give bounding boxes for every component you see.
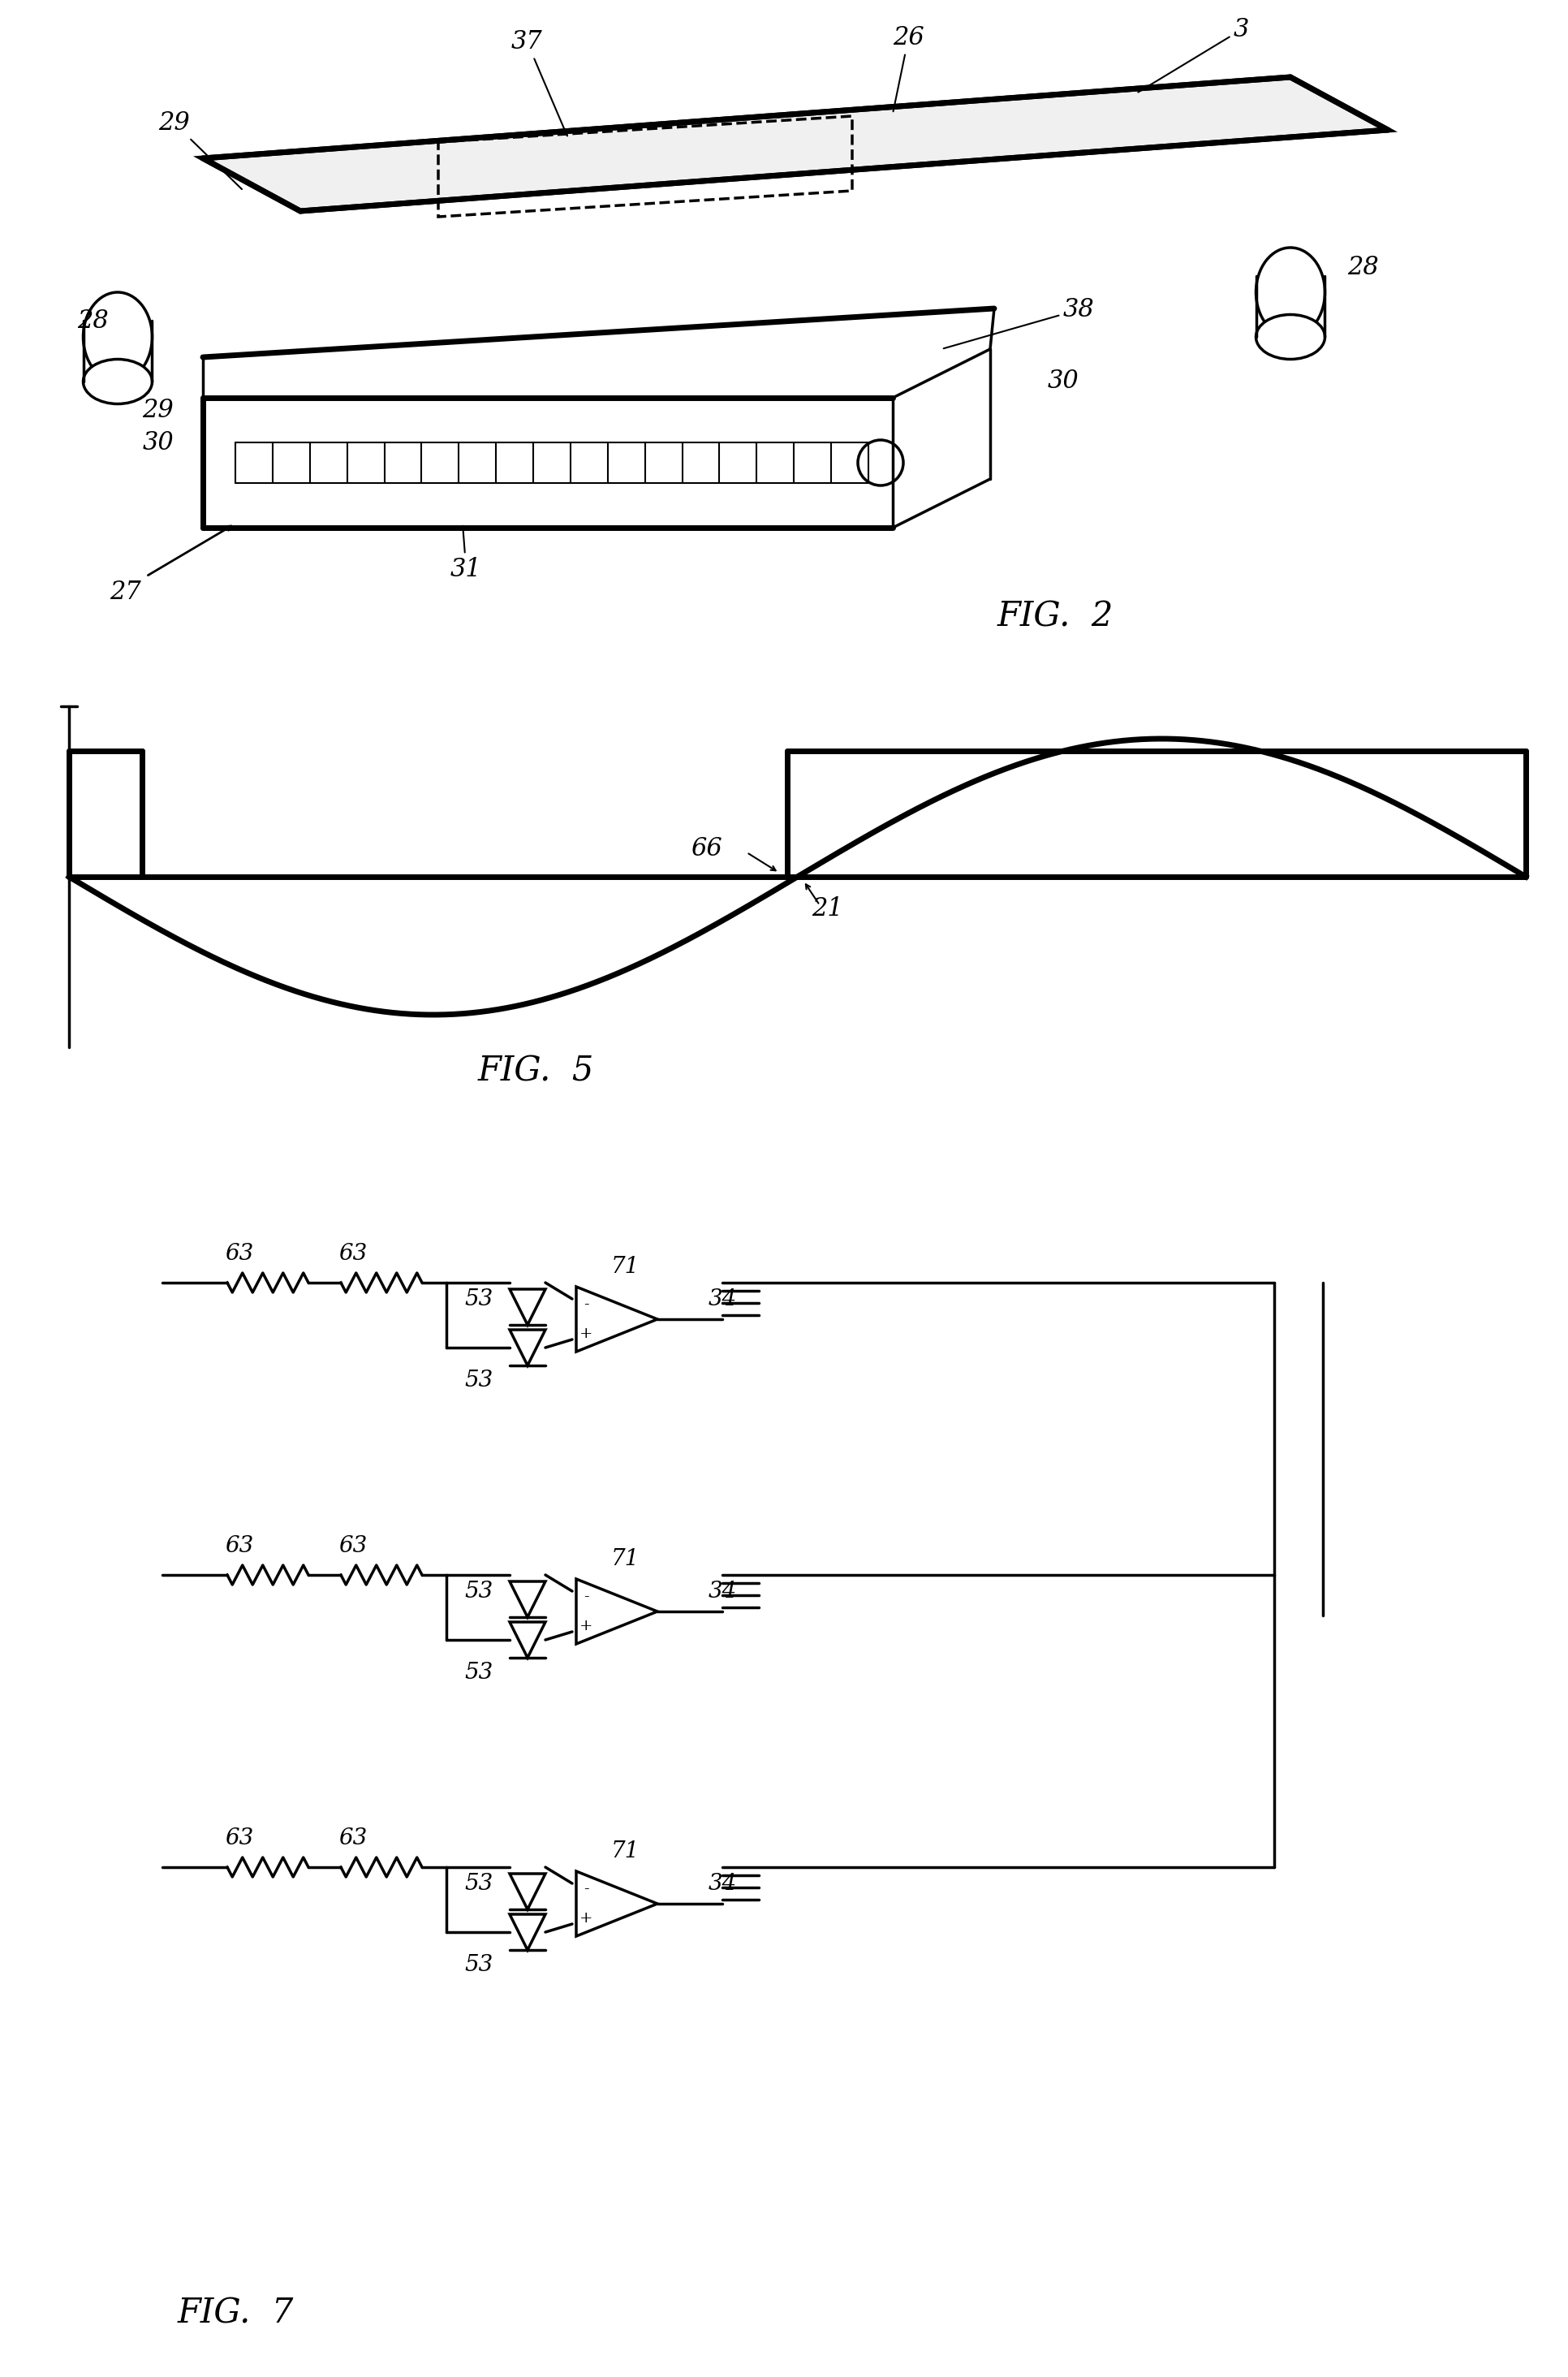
Text: 63: 63 — [224, 1536, 254, 1557]
Text: 38: 38 — [942, 297, 1094, 349]
Text: FIG.  5: FIG. 5 — [477, 1055, 594, 1089]
Text: 63: 63 — [339, 1828, 367, 1849]
Text: 29: 29 — [143, 397, 174, 423]
Ellipse shape — [1256, 314, 1325, 359]
Text: +: + — [579, 1326, 593, 1341]
Text: FIG.  7: FIG. 7 — [177, 2296, 293, 2332]
Text: -: - — [583, 1590, 588, 1604]
Text: 63: 63 — [224, 1828, 254, 1849]
Text: 31: 31 — [450, 525, 481, 582]
Text: -: - — [583, 1298, 588, 1312]
Text: 21: 21 — [812, 896, 844, 922]
Text: 28: 28 — [1347, 254, 1378, 280]
Text: 63: 63 — [339, 1536, 367, 1557]
Text: 53: 53 — [464, 1288, 492, 1310]
Text: 53: 53 — [464, 1954, 492, 1975]
Text: 53: 53 — [464, 1369, 492, 1391]
Text: 34: 34 — [707, 1288, 737, 1310]
Text: 30: 30 — [1047, 368, 1079, 395]
Text: +: + — [579, 1619, 593, 1633]
Polygon shape — [202, 76, 1388, 212]
Text: FIG.  2: FIG. 2 — [996, 599, 1113, 635]
Text: 63: 63 — [224, 1243, 254, 1265]
Text: 53: 53 — [464, 1662, 492, 1683]
Text: 66: 66 — [690, 837, 721, 860]
Text: 71: 71 — [610, 1255, 638, 1276]
Ellipse shape — [1256, 247, 1325, 338]
Text: 28: 28 — [77, 309, 110, 333]
Text: 30: 30 — [143, 430, 174, 454]
Text: 3: 3 — [1137, 17, 1248, 93]
Text: 71: 71 — [610, 1840, 638, 1861]
Text: 71: 71 — [610, 1547, 638, 1569]
Text: -: - — [583, 1883, 588, 1897]
Text: 63: 63 — [339, 1243, 367, 1265]
Text: 34: 34 — [707, 1581, 737, 1602]
Text: 29: 29 — [158, 109, 241, 190]
Ellipse shape — [83, 359, 152, 404]
Text: 34: 34 — [707, 1873, 737, 1894]
Text: +: + — [579, 1911, 593, 1925]
Text: 53: 53 — [464, 1581, 492, 1602]
Text: 26: 26 — [892, 26, 924, 112]
Text: 53: 53 — [464, 1873, 492, 1894]
Text: 37: 37 — [511, 29, 568, 135]
Ellipse shape — [83, 292, 152, 383]
Text: 27: 27 — [110, 580, 141, 606]
